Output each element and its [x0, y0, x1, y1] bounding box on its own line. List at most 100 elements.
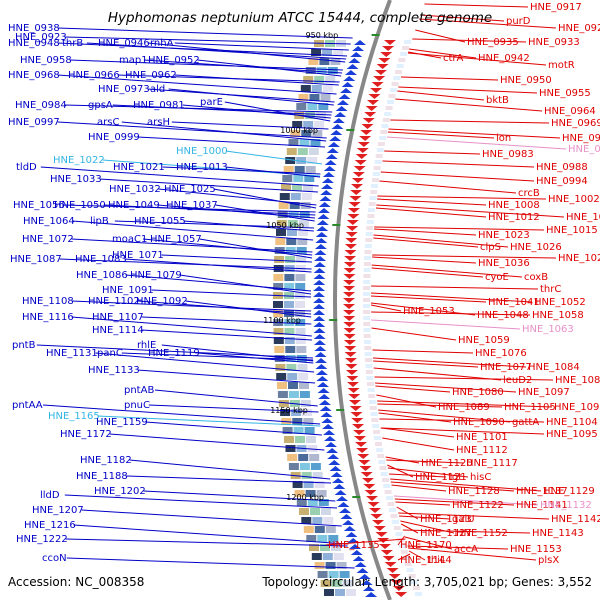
- red-arrow-icon: [365, 106, 378, 111]
- red-arrow-icon: [343, 280, 356, 285]
- left-leader-line: [183, 220, 314, 232]
- left-gene-label: HNE_1000: [176, 146, 228, 157]
- blue-arrow-icon: [350, 52, 363, 57]
- blue-arrow-icon: [315, 232, 328, 237]
- right-gene-label: HNE_1036: [478, 258, 530, 269]
- track-tile: [410, 580, 418, 584]
- track-tile: [292, 481, 303, 488]
- left-leader-line: [154, 389, 318, 407]
- red-arrow-icon: [370, 88, 382, 93]
- track-tile: [363, 268, 371, 272]
- track-tile: [310, 139, 321, 146]
- blue-arrow-icon: [329, 466, 342, 471]
- blue-arrow-icon: [323, 166, 336, 171]
- right-gene-label: HNE_0983: [482, 149, 534, 160]
- track-tile: [296, 346, 307, 353]
- track-tile: [402, 46, 410, 50]
- left-gene-label: HNE_1202: [94, 486, 146, 497]
- blue-arrow-icon: [315, 358, 327, 363]
- red-arrow-icon: [379, 544, 391, 549]
- red-arrow-icon: [358, 460, 371, 465]
- track-tile: [273, 265, 284, 272]
- track-tile: [346, 589, 356, 596]
- left-leader-line: [73, 524, 348, 545]
- track-tile: [284, 292, 294, 299]
- blue-arrow-icon: [336, 496, 348, 501]
- blue-arrow-icon: [314, 244, 327, 249]
- right-leader-line: [388, 128, 561, 139]
- red-arrow-icon: [374, 70, 387, 75]
- left-gene-label: HNE_0958: [20, 55, 72, 66]
- track-tile: [311, 553, 322, 560]
- left-gene-label: arsH: [147, 117, 170, 128]
- red-arrow-icon: [343, 274, 356, 279]
- track-tile: [386, 496, 393, 500]
- left-leader-line: [168, 88, 334, 106]
- left-gene-label: lldD: [40, 490, 60, 501]
- track-tile: [325, 526, 336, 533]
- blue-arrow-icon: [334, 490, 347, 495]
- red-arrow-icon: [347, 388, 360, 393]
- track-tile: [327, 67, 338, 74]
- blue-arrow-icon: [360, 580, 373, 585]
- right-gene-label: crcB: [518, 188, 540, 199]
- red-arrow-icon: [362, 118, 375, 123]
- blue-arrow-icon: [330, 130, 343, 135]
- left-leader-line: [121, 352, 314, 361]
- right-gene-label: HNE_1085: [555, 375, 600, 386]
- track-tile: [364, 244, 372, 248]
- right-leader-line: [370, 292, 533, 303]
- blue-arrow-icon: [322, 172, 335, 177]
- left-gene-label: HNE_1083: [75, 254, 127, 265]
- track-tile: [295, 301, 305, 308]
- right-leader-line: [376, 204, 565, 218]
- right-leader-line: [394, 498, 515, 506]
- blue-arrow-icon: [326, 148, 339, 153]
- left-gene-label: HNE_0973: [98, 84, 150, 95]
- track-tile: [374, 436, 381, 440]
- left-leader-line: [157, 204, 316, 219]
- right-gene-label: HNE_1023: [478, 230, 530, 241]
- blue-arrow-icon: [318, 400, 331, 405]
- left-gene-label: rnhA: [150, 38, 174, 49]
- track-tile: [363, 322, 371, 326]
- red-arrow-icon: [348, 208, 360, 213]
- right-gene-label: HNE_1077: [480, 362, 532, 373]
- track-tile: [312, 472, 323, 479]
- track-tile: [297, 238, 308, 245]
- left-leader-line: [62, 204, 316, 213]
- left-gene-label: HNE_1022: [53, 155, 105, 166]
- blue-arrow-icon: [344, 70, 357, 75]
- track-tile: [277, 382, 287, 389]
- blue-arrow-icon: [346, 64, 359, 69]
- blue-arrow-icon: [324, 160, 337, 165]
- track-tile: [320, 94, 331, 101]
- right-gene-label: HNE_0975: [562, 133, 600, 144]
- left-leader-line: [197, 352, 314, 364]
- track-tile: [284, 301, 294, 308]
- track-tile: [314, 121, 325, 128]
- left-gene-label: HNE_0962: [125, 70, 177, 81]
- track-tile: [375, 442, 382, 446]
- right-leader-line: [412, 38, 527, 43]
- right-leader-line: [398, 86, 538, 94]
- blue-arrow-icon: [335, 106, 348, 111]
- left-leader-line: [65, 538, 348, 547]
- track-tile: [366, 220, 374, 224]
- track-tile: [363, 310, 371, 314]
- right-gene-label: HNE_1143: [532, 528, 584, 539]
- red-arrow-icon: [345, 358, 357, 363]
- left-leader-line: [109, 433, 325, 451]
- red-arrow-icon: [356, 448, 369, 453]
- blue-arrow-icon: [340, 88, 352, 93]
- right-leader-line: [408, 547, 537, 561]
- track-tile: [379, 466, 387, 470]
- right-leader-line: [378, 412, 452, 423]
- track-tile: [335, 589, 345, 596]
- track-tile: [363, 304, 370, 308]
- right-leader-line: [390, 478, 542, 492]
- track-tile: [296, 157, 307, 164]
- blue-arrow-icon: [313, 328, 326, 333]
- red-arrow-icon: [373, 526, 386, 531]
